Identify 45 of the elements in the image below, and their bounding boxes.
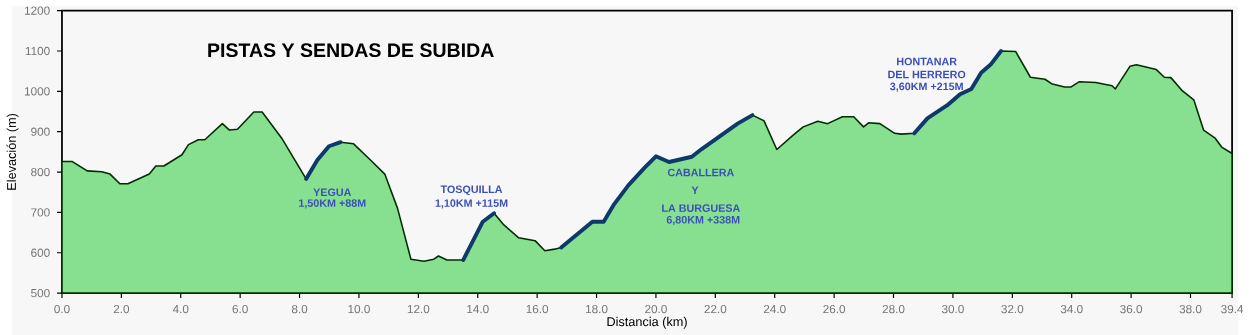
- y-tick-label: 800: [31, 167, 50, 177]
- x-axis-title: Distancia (km): [607, 316, 687, 329]
- x-tick-label: 32.0: [1001, 304, 1024, 314]
- annotation: HONTANAR: [897, 57, 957, 66]
- x-tick-label: 22.0: [704, 304, 727, 314]
- annotation: LA BURGUESA: [662, 204, 740, 212]
- x-tick-label: 16.0: [526, 304, 549, 314]
- annotation: TOSQUILLA: [440, 185, 503, 195]
- y-tick-label: 700: [31, 208, 50, 217]
- annotation: YEGUA: [313, 188, 352, 196]
- x-tick-label: 2.0: [113, 304, 130, 314]
- x-tick-label: 38.0: [1179, 304, 1202, 314]
- y-tick-label: 1200: [24, 6, 50, 15]
- annotation: 6,80KM +338M: [666, 215, 740, 225]
- annotation: 3,60KM +215M: [890, 82, 963, 92]
- x-tick-label: 39.4: [1221, 304, 1244, 314]
- x-tick-label: 8.0: [291, 304, 308, 314]
- y-tick-label: 1000: [24, 87, 50, 96]
- y-tick-label: 1100: [25, 46, 50, 56]
- x-tick-label: 12.0: [407, 304, 430, 314]
- y-tick-label: 500: [31, 288, 50, 298]
- x-tick-label: 34.0: [1060, 304, 1083, 314]
- y-axis-title: Elevación (m): [6, 113, 19, 190]
- x-tick-label: 10.0: [348, 304, 370, 314]
- x-tick-label: 36.0: [1120, 304, 1143, 314]
- annotation: CABALLERA: [667, 168, 734, 177]
- annotation: DEL HERRERO: [888, 70, 966, 79]
- annotation: 1,10KM +115M: [435, 199, 508, 209]
- text: PISTAS Y SENDAS DE SUBIDA: [208, 43, 494, 57]
- x-tick-label: 0.0: [54, 304, 70, 314]
- x-tick-label: 14.0: [467, 304, 489, 314]
- annotation: 1,50KM +88M: [299, 199, 366, 209]
- x-tick-label: 24.0: [763, 304, 786, 314]
- x-tick-label: 6.0: [232, 304, 248, 314]
- line-series: [559, 113, 755, 250]
- y-tick-label: 900: [31, 127, 50, 136]
- annotation: Y: [691, 186, 699, 194]
- x-tick-label: 4.0: [172, 304, 189, 314]
- x-tick-label: 18.0: [586, 304, 608, 314]
- x-tick-label: 28.0: [882, 304, 905, 314]
- line-series: [304, 140, 343, 181]
- x-tick-label: 26.0: [823, 304, 846, 314]
- x-tick-label: 20.0: [645, 304, 667, 314]
- y-tick-label: 600: [31, 248, 50, 257]
- x-tick-label: 30.0: [941, 304, 964, 314]
